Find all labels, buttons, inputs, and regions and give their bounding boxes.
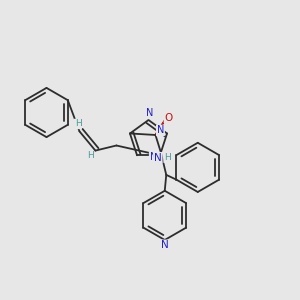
Text: O: O: [164, 112, 173, 123]
Text: H: H: [75, 119, 81, 128]
Text: N: N: [146, 108, 154, 118]
Text: H: H: [87, 152, 93, 160]
Text: N: N: [157, 125, 164, 136]
Text: N: N: [154, 153, 162, 163]
Text: N: N: [161, 240, 169, 250]
Text: N: N: [150, 152, 157, 162]
Text: H: H: [164, 153, 171, 162]
